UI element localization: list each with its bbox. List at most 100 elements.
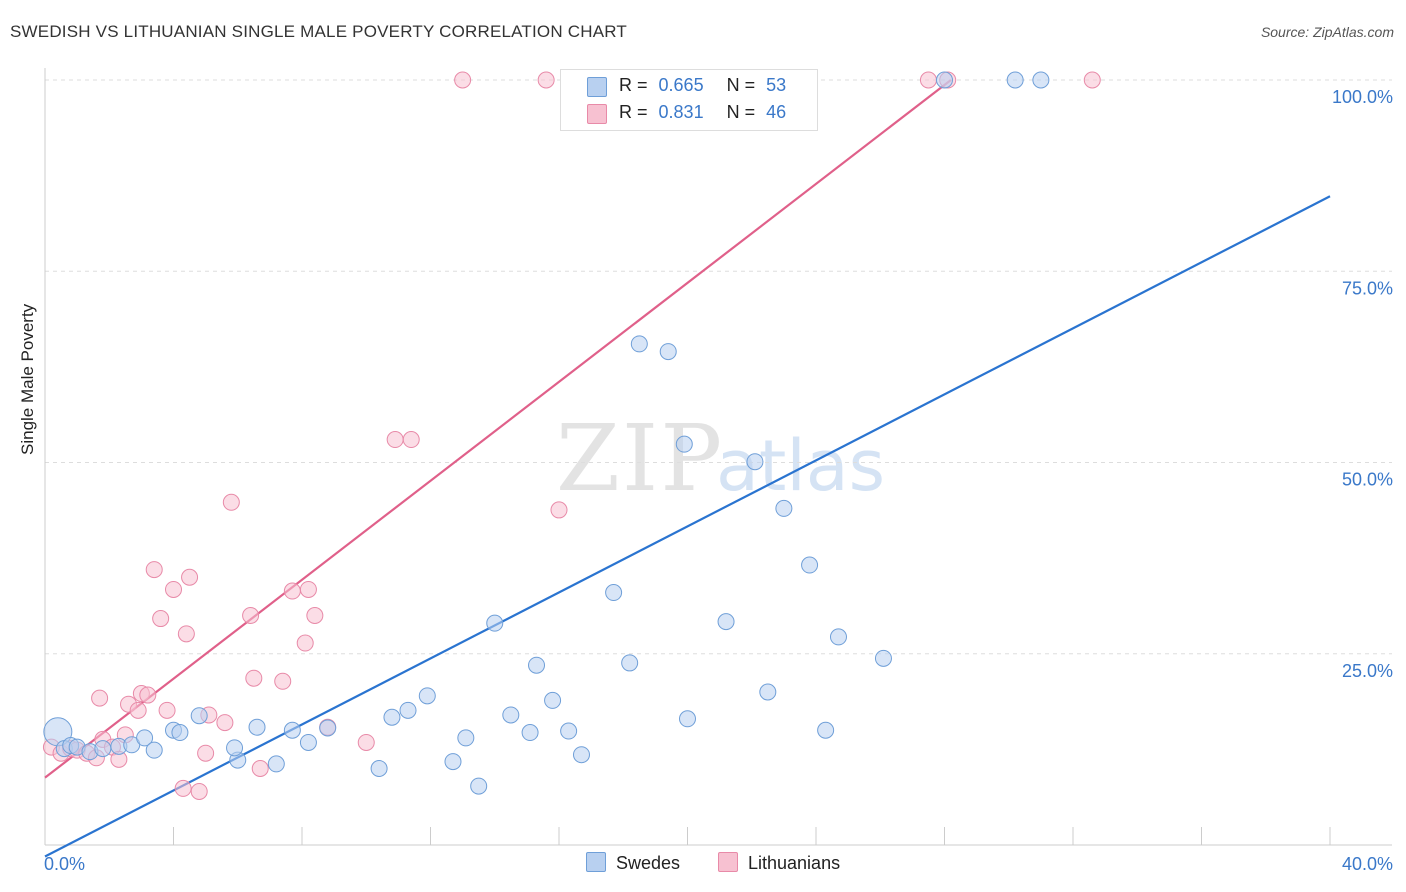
trend-line-lithuanians [44,79,952,779]
point-swedes [319,719,337,737]
tick-labels: 25.0% 50.0% 75.0% 100.0% 0.0% 40.0% [44,87,1393,874]
point-swedes [226,739,244,757]
y-tick-label: 75.0% [1342,278,1393,298]
point-swedes [817,721,835,739]
point-swedes [544,691,562,709]
point-lithuanians [181,568,199,586]
point-swedes [936,71,953,89]
legend-n-label: N = [726,102,756,122]
bottom-legend-label-lithuanians: Lithuanians [748,853,841,873]
data-points [42,71,1101,800]
chart-title: SWEDISH VS LITHUANIAN SINGLE MALE POVERT… [10,22,628,41]
point-swedes [675,435,693,453]
axes [44,68,1392,846]
point-lithuanians [274,672,292,690]
point-swedes [679,710,696,728]
point-lithuanians [919,71,937,89]
point-swedes [418,687,436,705]
point-swedes [299,733,317,751]
legend-r-label: R = [619,102,648,122]
point-swedes [502,706,520,724]
point-lithuanians [251,760,269,777]
point-swedes [528,656,546,674]
point-lithuanians [299,580,317,598]
point-swedes [1032,71,1050,89]
y-tick-label: 25.0% [1342,661,1393,681]
point-lithuanians [386,431,404,449]
point-lithuanians [165,580,182,598]
y-tick-label: 100.0% [1332,87,1393,107]
point-lithuanians [139,686,157,704]
point-swedes [630,335,648,353]
point-lithuanians [190,782,208,800]
point-swedes [370,760,388,777]
legend-n-value: 46 [766,102,787,122]
bottom-legend-swedes: Swedes [586,852,680,874]
point-swedes [746,453,764,471]
point-lithuanians [454,71,472,89]
legend-swatch-swedes [587,77,607,97]
point-swedes [444,753,462,771]
point-swedes [775,499,793,517]
bottom-legend-swatch-lithuanians [718,852,738,872]
y-tick-label: 50.0% [1342,470,1393,490]
point-lithuanians [145,561,163,579]
trend-line-swedes [44,195,1331,858]
point-swedes [1006,71,1024,89]
point-swedes [470,777,488,795]
point-swedes [486,614,504,632]
point-lithuanians [152,610,170,628]
point-swedes [759,683,777,701]
point-swedes [248,718,266,736]
point-lithuanians [158,701,176,719]
bottom-legend-lithuanians: Lithuanians [718,852,840,874]
point-swedes [457,729,475,747]
point-lithuanians [306,607,324,624]
point-swedes [399,701,417,719]
point-swedes [717,613,735,631]
x-tick-label: 0.0% [44,854,85,874]
point-lithuanians [174,779,192,797]
point-swedes [283,721,301,739]
legend-n-value: 53 [766,75,787,95]
point-lithuanians [197,744,215,762]
point-lithuanians [245,669,263,687]
bottom-legend-swatch-swedes [586,852,606,872]
x-tick-label: 40.0% [1342,854,1393,874]
legend-r-value: 0.665 [658,75,704,95]
point-lithuanians [402,431,420,449]
gridlines [45,79,1392,655]
legend-n-label: N = [726,75,756,95]
point-lithuanians [91,689,109,707]
point-swedes [94,740,112,758]
legend-r-label: R = [619,75,648,95]
point-lithuanians [216,714,234,732]
point-lithuanians [1083,71,1101,89]
trend-lines [44,79,1331,858]
point-swedes [267,755,285,773]
point-swedes [829,628,847,646]
point-swedes [801,556,819,574]
point-lithuanians [296,634,314,652]
chart-source: Source: ZipAtlas.com [1260,24,1394,40]
point-swedes [874,649,892,667]
point-swedes [621,654,639,672]
point-swedes [659,343,677,361]
point-swedes [145,741,163,759]
y-axis-label: Single Male Poverty [18,303,37,455]
point-swedes [521,724,539,742]
point-swedes [190,707,208,725]
point-swedes [171,724,189,742]
point-lithuanians [129,701,147,719]
legend-swatch-lithuanians [587,104,607,124]
point-lithuanians [550,501,568,519]
point-swedes [136,729,154,747]
point-lithuanians [357,733,375,751]
point-lithuanians [283,582,301,600]
point-lithuanians [537,71,555,89]
point-swedes [572,746,590,764]
bottom-legend-label-swedes: Swedes [616,853,681,873]
point-swedes [383,708,401,726]
point-swedes [560,722,578,740]
